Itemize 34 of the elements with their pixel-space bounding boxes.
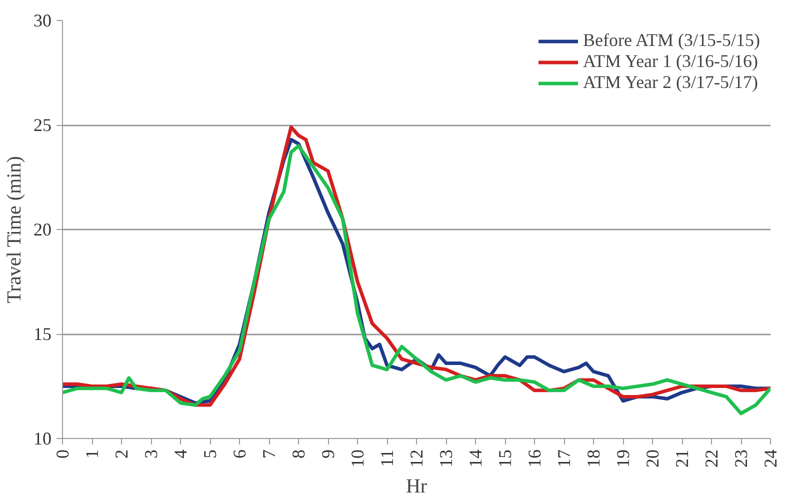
x-tick-label: 18 — [584, 450, 604, 468]
legend-label: Before ATM (3/15-5/15) — [583, 30, 760, 51]
x-tick-label: 15 — [495, 450, 515, 468]
y-axis-title: Travel Time (min) — [4, 156, 26, 304]
x-tick-label: 12 — [406, 450, 426, 468]
x-tick-label: 9 — [318, 450, 338, 458]
x-tick-label: 1 — [82, 450, 102, 458]
y-tick-label: 30 — [34, 10, 52, 30]
y-tick-label: 20 — [34, 220, 52, 240]
x-tick-label: 8 — [288, 450, 308, 458]
x-tick-label: 14 — [466, 450, 486, 468]
x-tick-label: 19 — [613, 450, 633, 468]
x-tick-label: 20 — [642, 450, 662, 468]
legend-label: ATM Year 2 (3/17-5/17) — [583, 72, 758, 93]
legend-label: ATM Year 1 (3/16-5/16) — [583, 51, 758, 72]
x-tick-label: 2 — [112, 450, 132, 458]
x-tick-label: 23 — [731, 450, 751, 468]
x-tick-label: 3 — [141, 450, 161, 458]
x-tick-label: 13 — [436, 450, 456, 468]
x-tick-label: 17 — [554, 450, 574, 468]
x-tick-label: 10 — [348, 450, 368, 468]
x-axis-title: Hr — [406, 476, 428, 498]
x-tick-label: 22 — [702, 450, 722, 468]
y-tick-label: 15 — [34, 324, 52, 344]
x-tick-label: 4 — [170, 450, 190, 458]
x-tick-label: 6 — [230, 450, 250, 458]
x-tick-label: 21 — [672, 450, 692, 468]
x-tick-label: 7 — [259, 450, 279, 458]
x-tick-label: 24 — [760, 450, 780, 468]
x-tick-label: 16 — [524, 450, 544, 468]
x-tick-label: 5 — [200, 450, 220, 458]
y-tick-label: 25 — [34, 115, 52, 135]
x-tick-label: 0 — [52, 450, 72, 458]
x-tick-label: 11 — [377, 449, 397, 467]
